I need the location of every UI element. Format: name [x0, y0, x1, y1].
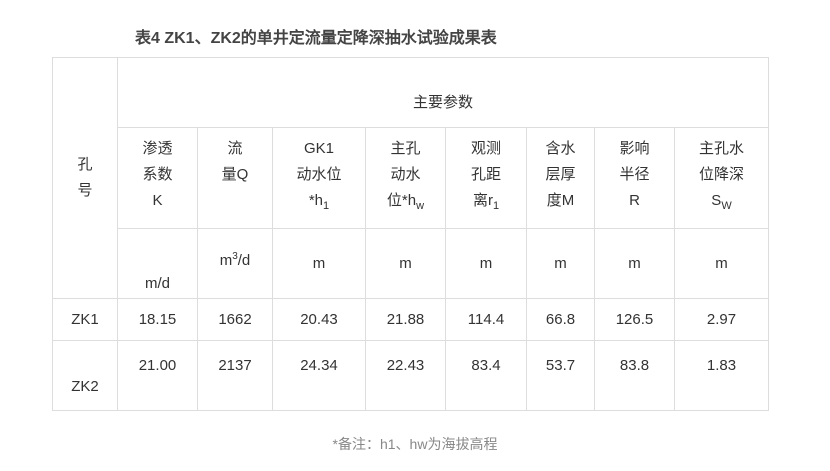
unit-cell: m — [272, 228, 366, 299]
value-cell: 126.5 — [594, 298, 675, 341]
column-subscript: 1 — [492, 200, 500, 212]
footnote: *备注：h1、hw为海拔高程 — [332, 436, 498, 452]
value-cell: 66.8 — [526, 298, 595, 341]
value-cell: 1662 — [197, 298, 273, 341]
hole-id: ZK2 — [52, 340, 118, 411]
column-name: 渗透 系数 K — [142, 140, 173, 209]
column-header: GK1 动水位 *h1 — [272, 127, 366, 229]
value-cell: 83.8 — [594, 340, 675, 411]
column-header: 主孔水 位降深 SW — [673, 127, 770, 229]
value-cell: 20.43 — [272, 298, 366, 341]
column-name: 主孔水 位降深 S — [699, 140, 745, 209]
column-name: 主孔 动水 位*h — [386, 140, 421, 209]
unit-cell: m — [594, 228, 675, 299]
column-header: 渗透 系数 K — [117, 127, 198, 229]
column-header: 流 量Q — [197, 127, 273, 229]
unit-sup: 3 — [232, 250, 238, 262]
column-name: GK1 动水位 *h — [296, 140, 342, 209]
value-cell: 21.00 — [117, 340, 198, 411]
unit-cell: m — [365, 228, 446, 299]
column-subscript: W — [721, 200, 732, 212]
column-name: 流 量Q — [221, 140, 249, 183]
unit-cell: m — [445, 228, 527, 299]
column-name: 含水 层厚 度M — [545, 140, 576, 209]
column-header: 主孔 动水 位*hw — [365, 127, 446, 229]
unit-rest: /d — [237, 251, 251, 269]
table-row: ZK2 21.00 2137 24.34 22.43 83.4 53.7 83.8 1.83 — [52, 340, 770, 411]
value-cell: 18.15 — [117, 298, 198, 341]
value-cell: 1.83 — [673, 340, 770, 411]
value-cell: 53.7 — [526, 340, 595, 411]
unit-cell: m — [673, 228, 770, 299]
value-cell: 2.97 — [673, 298, 770, 341]
table-title: 表4 ZK1、ZK2的单井定流量定降深抽水试验成果表 — [135, 30, 497, 47]
column-subscript: w — [416, 200, 425, 212]
table-row: ZK1 18.15 1662 20.43 21.88 114.4 66.8 126.5 2.97 — [52, 298, 770, 341]
value-cell: 2137 — [197, 340, 273, 411]
column-name: 影响 半径 R — [619, 140, 650, 209]
unit-cell: m3/d — [197, 228, 273, 299]
column-header: 观测 孔距 离r1 — [445, 127, 527, 229]
value-cell: 83.4 — [445, 340, 527, 411]
value-cell: 22.43 — [365, 340, 446, 411]
main-params-header: 主要参数 — [116, 57, 770, 128]
unit-base: m — [219, 251, 233, 269]
unit-cell: m — [526, 228, 595, 299]
value-cell: 114.4 — [445, 298, 527, 341]
column-subscript: 1 — [323, 200, 330, 212]
hole-id: ZK1 — [52, 298, 118, 341]
column-header: 影响 半径 R — [594, 127, 675, 229]
hole-header: 孔 号 — [52, 57, 118, 299]
value-cell: 24.34 — [272, 340, 366, 411]
column-name: 观测 孔距 离r — [470, 140, 501, 209]
column-header: 含水 层厚 度M — [526, 127, 595, 229]
unit-cell: m/d — [117, 228, 198, 299]
value-cell: 21.88 — [365, 298, 446, 341]
